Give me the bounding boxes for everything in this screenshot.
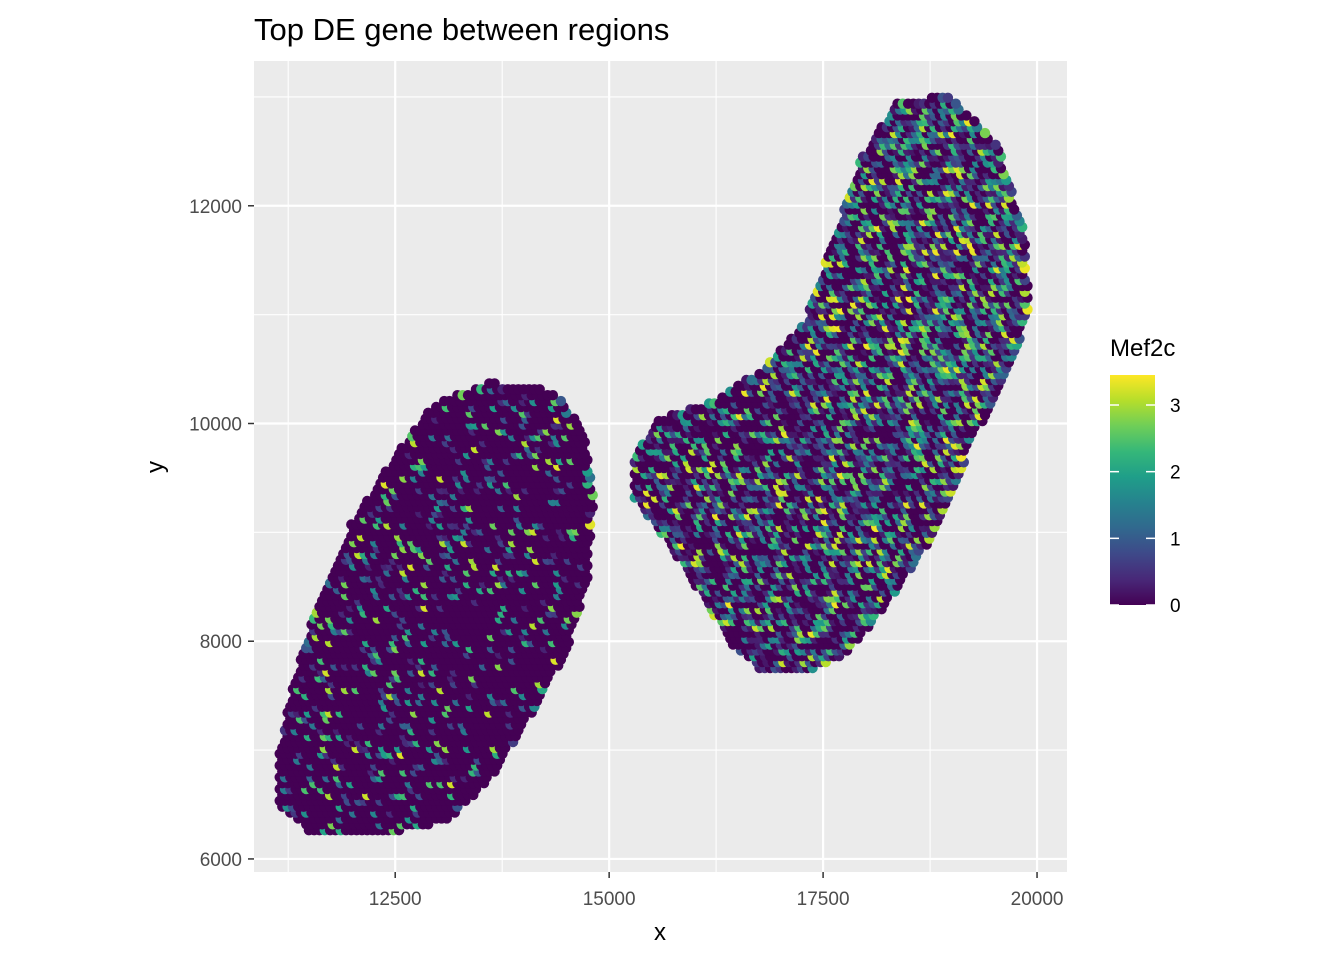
data-point [547,390,559,401]
data-point [489,378,500,389]
data-point [534,384,545,395]
chart-title: Top DE gene between regions [254,12,669,47]
data-points [274,92,1033,836]
